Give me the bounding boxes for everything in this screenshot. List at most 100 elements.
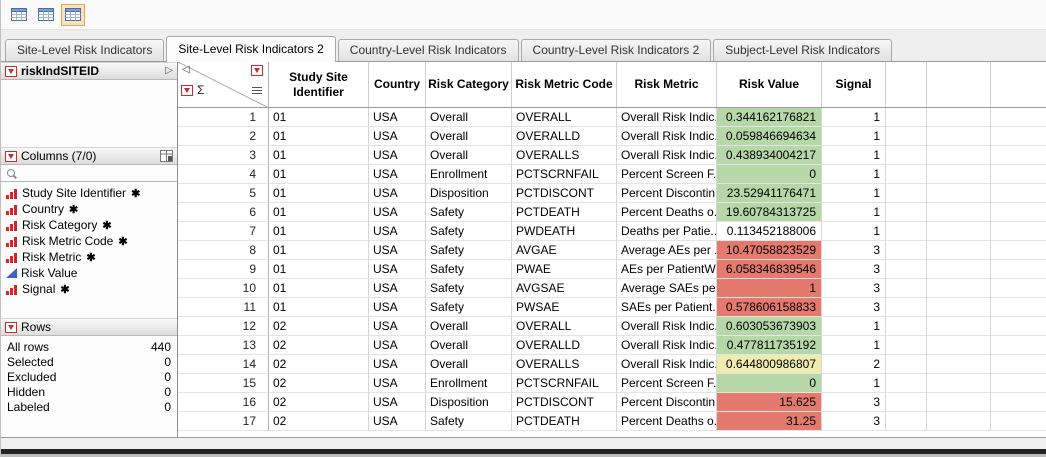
table-cell[interactable]: 0.644800986807 bbox=[717, 355, 822, 374]
table-cell[interactable]: 01 bbox=[269, 108, 369, 127]
table-cell[interactable]: USA bbox=[369, 184, 426, 203]
table-cell[interactable]: AEs per PatientW... bbox=[617, 260, 717, 279]
table-cell[interactable]: 02 bbox=[269, 393, 369, 412]
table-cell[interactable]: Overall bbox=[426, 355, 512, 374]
table-cell[interactable]: USA bbox=[369, 203, 426, 222]
table-cell[interactable]: AVGAE bbox=[512, 241, 617, 260]
data-table-highlight-icon[interactable] bbox=[61, 3, 85, 26]
table-cell[interactable]: 1 bbox=[822, 127, 886, 146]
table-cell[interactable]: Safety bbox=[426, 279, 512, 298]
table-cell[interactable]: 1 bbox=[822, 184, 886, 203]
table-cell[interactable]: 1 bbox=[822, 203, 886, 222]
table-cell[interactable]: 19.60784313725 bbox=[717, 203, 822, 222]
red-triangle-menu-icon[interactable] bbox=[5, 65, 17, 77]
table-cell[interactable]: USA bbox=[369, 241, 426, 260]
table-cell[interactable]: Overall Risk Indic... bbox=[617, 108, 717, 127]
row-number[interactable]: 12 bbox=[178, 317, 269, 336]
table-cell[interactable]: Disposition bbox=[426, 184, 512, 203]
table-cell[interactable]: USA bbox=[369, 222, 426, 241]
table-cell[interactable]: Enrollment bbox=[426, 374, 512, 393]
column-item-country[interactable]: Country ✱ bbox=[1, 201, 177, 217]
table-cell[interactable]: USA bbox=[369, 108, 426, 127]
row-number[interactable]: 14 bbox=[178, 355, 269, 374]
table-cell[interactable]: 15.625 bbox=[717, 393, 822, 412]
table-cell[interactable]: Overall Risk Indic... bbox=[617, 146, 717, 165]
table-cell[interactable]: 3 bbox=[822, 393, 886, 412]
table-cell[interactable]: 01 bbox=[269, 279, 369, 298]
data-table-icon[interactable] bbox=[7, 4, 31, 26]
column-item-risk-category[interactable]: Risk Category ✱ bbox=[1, 217, 177, 233]
table-cell[interactable]: Safety bbox=[426, 203, 512, 222]
data-table-panel-icon[interactable] bbox=[34, 4, 58, 26]
table-cell[interactable]: 10.47058823529 bbox=[717, 241, 822, 260]
column-header-risk-metric[interactable]: Risk Metric bbox=[617, 62, 717, 107]
row-number[interactable]: 3 bbox=[178, 146, 269, 165]
table-cell[interactable]: 01 bbox=[269, 127, 369, 146]
table-cell[interactable]: Enrollment bbox=[426, 165, 512, 184]
table-cell[interactable]: Overall bbox=[426, 146, 512, 165]
tab-subject-level-risk-indicators[interactable]: Subject-Level Risk Indicators bbox=[713, 39, 892, 61]
table-cell[interactable]: USA bbox=[369, 279, 426, 298]
table-cell[interactable]: 0.344162176821 bbox=[717, 108, 822, 127]
tab-site-level-risk-indicators[interactable]: Site-Level Risk Indicators bbox=[5, 39, 165, 61]
red-triangle-menu-icon[interactable] bbox=[5, 150, 17, 162]
column-header-risk-metric-code[interactable]: Risk Metric Code bbox=[512, 62, 617, 107]
table-cell[interactable]: 0 bbox=[717, 165, 822, 184]
table-cell[interactable]: 1 bbox=[822, 108, 886, 127]
table-cell[interactable]: 02 bbox=[269, 336, 369, 355]
row-number[interactable]: 11 bbox=[178, 298, 269, 317]
table-cell[interactable]: Percent Discontin... bbox=[617, 184, 717, 203]
table-cell[interactable]: USA bbox=[369, 412, 426, 431]
column-header-risk-value[interactable]: Risk Value bbox=[717, 62, 822, 107]
column-header-risk-category[interactable]: Risk Category bbox=[426, 62, 512, 107]
table-cell[interactable]: USA bbox=[369, 146, 426, 165]
table-cell[interactable]: OVERALLS bbox=[512, 146, 617, 165]
table-cell[interactable]: Overall bbox=[426, 317, 512, 336]
table-cell[interactable]: 0.477811735192 bbox=[717, 336, 822, 355]
table-cell[interactable]: USA bbox=[369, 355, 426, 374]
table-cell[interactable]: Safety bbox=[426, 298, 512, 317]
table-cell[interactable]: Overall Risk Indic... bbox=[617, 336, 717, 355]
table-cell[interactable]: 1 bbox=[822, 336, 886, 355]
table-cell[interactable]: Percent Screen F... bbox=[617, 374, 717, 393]
table-cell[interactable]: Overall bbox=[426, 108, 512, 127]
table-cell[interactable]: Percent Discontin... bbox=[617, 393, 717, 412]
row-number[interactable]: 7 bbox=[178, 222, 269, 241]
list-view-icon[interactable] bbox=[252, 87, 262, 96]
table-cell[interactable]: PCTSCRNFAIL bbox=[512, 165, 617, 184]
row-number[interactable]: 13 bbox=[178, 336, 269, 355]
column-header-country[interactable]: Country bbox=[369, 62, 426, 107]
table-cell[interactable]: 02 bbox=[269, 355, 369, 374]
panel-collapse-icon[interactable]: ▷ bbox=[165, 65, 173, 76]
table-cell[interactable]: 01 bbox=[269, 165, 369, 184]
table-cell[interactable]: Disposition bbox=[426, 393, 512, 412]
sigma-icon[interactable]: Σ bbox=[197, 83, 205, 97]
columns-settings-icon[interactable] bbox=[160, 150, 173, 162]
row-number[interactable]: 10 bbox=[178, 279, 269, 298]
table-cell[interactable]: 1 bbox=[822, 146, 886, 165]
row-number[interactable]: 1 bbox=[178, 108, 269, 127]
table-cell[interactable]: OVERALLS bbox=[512, 355, 617, 374]
table-cell[interactable]: OVERALLD bbox=[512, 127, 617, 146]
table-cell[interactable]: Percent Deaths o... bbox=[617, 203, 717, 222]
table-cell[interactable]: PCTDEATH bbox=[512, 412, 617, 431]
row-number[interactable]: 16 bbox=[178, 393, 269, 412]
column-header-study-site-identifier[interactable]: Study Site Identifier bbox=[269, 62, 369, 107]
table-cell[interactable]: 3 bbox=[822, 412, 886, 431]
table-cell[interactable]: USA bbox=[369, 298, 426, 317]
table-cell[interactable]: PWAE bbox=[512, 260, 617, 279]
table-cell[interactable]: Average SAEs per... bbox=[617, 279, 717, 298]
table-cell[interactable]: Overall Risk Indic... bbox=[617, 127, 717, 146]
rows-menu-icon[interactable] bbox=[181, 85, 193, 96]
table-cell[interactable]: OVERALL bbox=[512, 108, 617, 127]
table-cell[interactable]: 0.113452188006 bbox=[717, 222, 822, 241]
column-item-risk-metric[interactable]: Risk Metric ✱ bbox=[1, 249, 177, 265]
column-item-risk-value[interactable]: Risk Value bbox=[1, 265, 177, 281]
table-cell[interactable]: Overall Risk Indic... bbox=[617, 317, 717, 336]
columns-menu-icon[interactable] bbox=[251, 65, 263, 76]
row-number[interactable]: 6 bbox=[178, 203, 269, 222]
table-cell[interactable]: 31.25 bbox=[717, 412, 822, 431]
table-cell[interactable]: 1 bbox=[822, 374, 886, 393]
table-cell[interactable]: 1 bbox=[822, 222, 886, 241]
table-cell[interactable]: 1 bbox=[822, 165, 886, 184]
